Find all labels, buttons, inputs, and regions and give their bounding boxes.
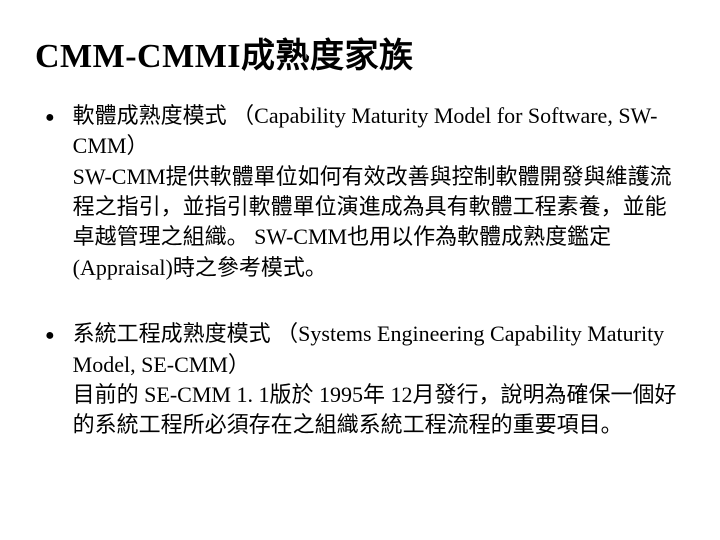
bullet-text: 系統工程成熟度模式 （Systems Engineering Capabilit…	[73, 319, 685, 440]
bullet-marker-icon: ●	[45, 109, 55, 127]
slide-title: CMM-CMMI成熟度家族	[35, 28, 685, 77]
bullet-item: ● 系統工程成熟度模式 （Systems Engineering Capabil…	[35, 319, 685, 440]
bullet-marker-icon: ●	[45, 327, 55, 345]
bullet-item: ● 軟體成熟度模式 （Capability Maturity Model for…	[35, 101, 685, 283]
bullet-text: 軟體成熟度模式 （Capability Maturity Model for S…	[73, 101, 685, 283]
